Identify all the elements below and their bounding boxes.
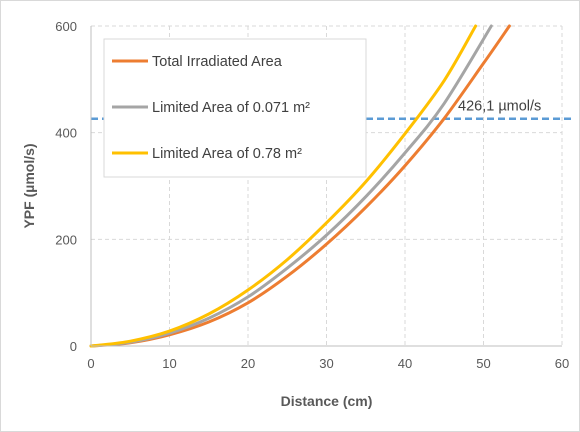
- x-tick-label: 20: [241, 356, 255, 371]
- reference-line-label: 426,1 µmol/s: [458, 99, 541, 115]
- series-group: [89, 24, 511, 348]
- x-tick-label: 50: [476, 356, 490, 371]
- x-tick-label: 30: [319, 356, 333, 371]
- legend-entry-3: Limited Area of 0.78 m²: [152, 146, 302, 162]
- x-axis-title: Distance (cm): [281, 393, 373, 409]
- y-tick-label: 600: [55, 19, 77, 34]
- grid: [91, 25, 563, 346]
- series-line-3: [89, 24, 478, 348]
- y-axis-title: YPF (µmol/s): [21, 143, 37, 228]
- x-tick-label: 60: [555, 356, 569, 371]
- y-tick-label: 400: [55, 126, 77, 141]
- x-tick-label: 40: [398, 356, 412, 371]
- legend-entry-2: Limited Area of 0.071 m²: [152, 100, 310, 116]
- legend: Total Irradiated Area Limited Area of 0.0…: [103, 38, 367, 178]
- series-line-2: [89, 24, 493, 348]
- x-tick-label: 10: [162, 356, 176, 371]
- legend-entry-1: Total Irradiated Area: [152, 54, 283, 70]
- x-tick-label: 0: [87, 356, 94, 371]
- y-tick-label: 200: [55, 232, 77, 247]
- y-tick-label: 0: [70, 339, 77, 354]
